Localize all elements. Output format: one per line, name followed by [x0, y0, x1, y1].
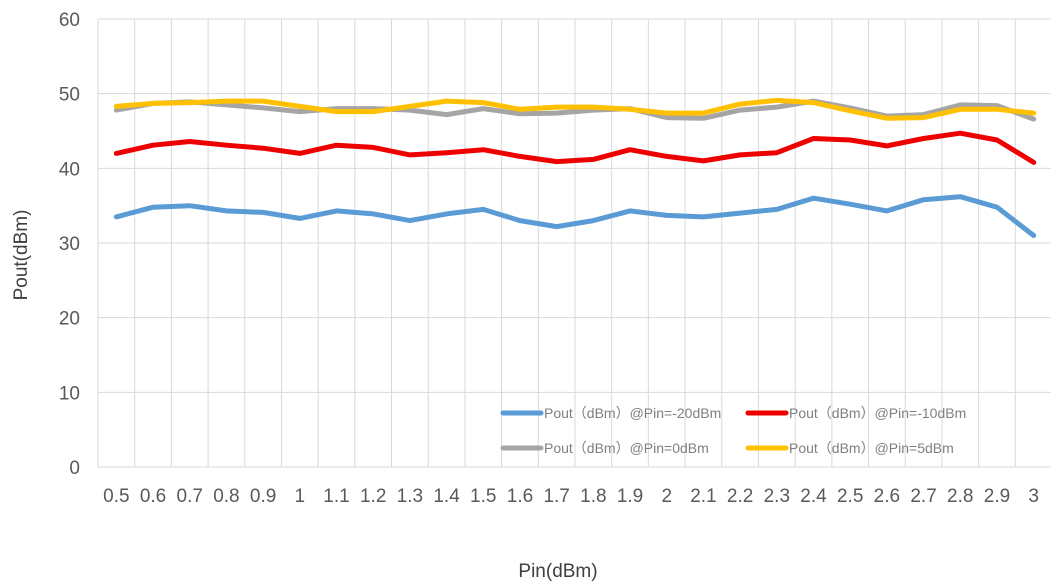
y-tick-label: 0: [69, 458, 80, 479]
y-tick-label: 50: [59, 85, 80, 106]
x-tick-label: 1: [295, 486, 306, 507]
x-tick-label: 2.2: [727, 486, 753, 507]
x-tick-label: 1.4: [433, 486, 460, 507]
y-axis-tick-labels: 0 10 20 30 40 50 60: [59, 10, 80, 479]
x-tick-label: 2.6: [874, 486, 900, 507]
x-tick-label: 2.1: [690, 486, 716, 507]
legend-label-2: Pout（dBm）@Pin=-10dBm: [789, 405, 966, 421]
y-tick-label: 30: [59, 234, 80, 255]
y-tick-label: 10: [59, 383, 80, 404]
legend-label-4: Pout（dBm）@Pin=5dBm: [789, 440, 954, 456]
series-lines: [113, 97, 1037, 238]
x-tick-label: 1.3: [397, 486, 423, 507]
series-line-1: [113, 194, 1037, 238]
x-tick-label: 0.7: [177, 486, 203, 507]
x-tick-label: 1.7: [543, 486, 569, 507]
x-tick-label: 0.6: [140, 486, 166, 507]
y-tick-label: 60: [59, 10, 80, 31]
x-axis-title: Pin(dBm): [518, 561, 597, 582]
series-line-2: [113, 130, 1037, 165]
x-tick-label: 2.7: [910, 486, 936, 507]
x-tick-label: 2.8: [947, 486, 973, 507]
x-tick-label: 3: [1028, 486, 1039, 507]
x-tick-label: 1.8: [580, 486, 606, 507]
x-tick-label: 1.9: [617, 486, 643, 507]
x-tick-label: 0.5: [103, 486, 129, 507]
y-axis-title: Pout(dBm): [11, 210, 32, 301]
x-tick-label: 0.8: [213, 486, 239, 507]
x-tick-label: 2.4: [800, 486, 827, 507]
y-tick-label: 40: [59, 159, 80, 180]
x-tick-label: 1.6: [507, 486, 533, 507]
gridlines: [97, 18, 1051, 468]
x-tick-label: 2.9: [984, 486, 1010, 507]
x-tick-label: 2: [661, 486, 672, 507]
x-tick-label: 1.5: [470, 486, 496, 507]
x-tick-label: 2.5: [837, 486, 863, 507]
x-axis-tick-labels: 0.5 0.6 0.7 0.8 0.9 1 1.1 1.2 1.3 1.4 1.5 1.6 1.7 1.8…: [103, 486, 1039, 507]
y-tick-label: 20: [59, 309, 80, 330]
legend-label-1: Pout（dBm）@Pin=-20dBm: [544, 405, 721, 421]
x-tick-label: 1.2: [360, 486, 386, 507]
legend-label-3: Pout（dBm）@Pin=0dBm: [544, 440, 709, 456]
x-tick-label: 1.1: [323, 486, 349, 507]
series-line-4: [113, 97, 1037, 121]
x-tick-label: 0.9: [250, 486, 276, 507]
legend: Pout（dBm）@Pin=-20dBm Pout（dBm）@Pin=-10dBm…: [500, 405, 966, 456]
x-tick-label: 2.3: [764, 486, 790, 507]
